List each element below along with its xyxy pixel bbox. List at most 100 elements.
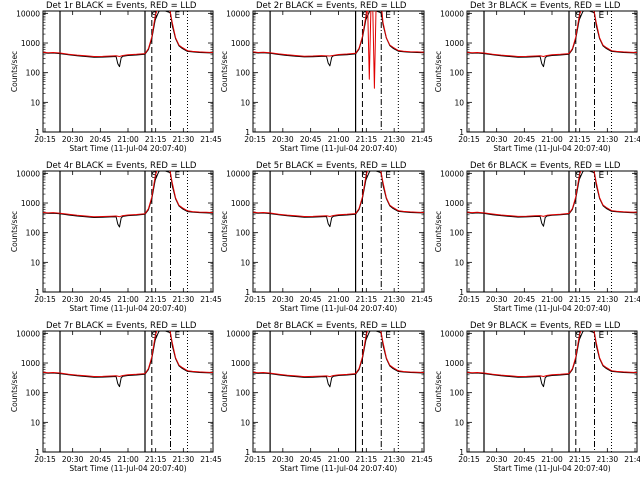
panel-title: Det 8r BLACK = Events, RED = LLD — [256, 321, 407, 331]
y-axis-label: Counts/sec — [10, 371, 19, 412]
y-axis-label: Counts/sec — [434, 211, 443, 252]
x-tick-label: 21:15 — [569, 455, 591, 464]
x-tick-label: 21:45 — [624, 295, 640, 304]
x-tick-label: 20:15 — [34, 135, 56, 144]
x-tick-label: 20:45 — [300, 135, 322, 144]
x-tick-label: 20:30 — [272, 295, 294, 304]
annotation-S: S — [575, 171, 581, 181]
x-tick-label: 20:45 — [514, 455, 536, 464]
y-axis-label: Counts/sec — [220, 371, 229, 412]
x-tick-label: 21:00 — [541, 455, 563, 464]
y-tick-label: 10 — [240, 418, 250, 427]
annotation-S: S — [362, 171, 368, 181]
x-tick-label: 20:15 — [458, 135, 480, 144]
detector-panel: Det 5r BLACK = Events, RED = LLD 20:15 20:… — [220, 161, 433, 313]
annotation-E: E — [598, 331, 604, 341]
detector-panel: Det 3r BLACK = Events, RED = LLD 20:15 20:… — [434, 1, 640, 153]
x-tick-label: 21:45 — [411, 455, 433, 464]
x-tick-label: 20:15 — [34, 455, 56, 464]
series-line-lld — [253, 331, 424, 378]
y-tick-label: 10 — [30, 258, 40, 267]
series-group — [253, 331, 424, 388]
x-tick-label: 20:15 — [458, 455, 480, 464]
x-tick-label: 20:15 — [244, 295, 266, 304]
y-tick-label: 1 — [459, 448, 464, 457]
series-group — [43, 11, 213, 68]
series-line-lld — [253, 11, 424, 89]
series-group — [467, 11, 637, 68]
x-tick-label: 21:30 — [383, 135, 405, 144]
annotation-S: S — [575, 11, 581, 21]
y-tick-label: 10000 — [226, 169, 250, 178]
x-tick-label: 20:45 — [300, 455, 322, 464]
y-tick-label: 1 — [459, 288, 464, 297]
panel-title: Det 1r BLACK = Events, RED = LLD — [46, 1, 197, 11]
x-axis-label: Start Time (11-Jul-04 20:07:40) — [280, 144, 397, 153]
y-tick-label: 1000 — [231, 199, 250, 208]
x-tick-label: 20:30 — [272, 135, 294, 144]
series-line-lld — [467, 171, 637, 217]
x-tick-label: 21:30 — [173, 135, 195, 144]
y-tick-label: 100 — [236, 69, 251, 78]
annotation-E: E — [174, 331, 180, 341]
x-tick-label: 20:45 — [300, 295, 322, 304]
y-tick-label: 10000 — [440, 9, 464, 18]
annotation-E: E — [385, 11, 391, 21]
annotation-S: S — [362, 11, 368, 21]
detector-panel: Det 2r BLACK = Events, RED = LLD 20:15 20:… — [220, 1, 433, 153]
x-axis-label: Start Time (11-Jul-04 20:07:40) — [69, 464, 186, 473]
y-tick-label: 1 — [35, 288, 40, 297]
x-tick-label: 21:00 — [117, 295, 139, 304]
y-tick-label: 100 — [450, 69, 465, 78]
x-axis-label: Start Time (11-Jul-04 20:07:40) — [493, 304, 610, 313]
x-axis-label: Start Time (11-Jul-04 20:07:40) — [493, 464, 610, 473]
annotation-S: S — [362, 331, 368, 341]
series-line-events — [467, 171, 637, 227]
y-tick-label: 10000 — [16, 329, 40, 338]
x-tick-label: 20:15 — [34, 295, 56, 304]
y-tick-label: 1000 — [21, 359, 40, 368]
y-axis-label: Counts/sec — [10, 211, 19, 252]
x-tick-label: 20:45 — [90, 135, 112, 144]
y-tick-label: 100 — [26, 229, 41, 238]
y-axis-label: Counts/sec — [220, 211, 229, 252]
y-axis-label: Counts/sec — [434, 371, 443, 412]
panel-title: Det 5r BLACK = Events, RED = LLD — [256, 161, 407, 171]
annotation-S: S — [151, 171, 157, 181]
series-group — [43, 331, 213, 388]
series-group — [253, 171, 424, 228]
y-tick-label: 100 — [450, 229, 465, 238]
series-line-lld — [467, 331, 637, 377]
x-tick-label: 21:15 — [145, 455, 167, 464]
x-tick-label: 21:30 — [383, 295, 405, 304]
x-tick-label: 21:45 — [200, 455, 222, 464]
x-tick-label: 20:15 — [244, 455, 266, 464]
y-axis-label: Counts/sec — [220, 51, 229, 92]
y-tick-label: 100 — [26, 389, 41, 398]
y-tick-label: 1000 — [21, 39, 40, 48]
y-tick-label: 10 — [454, 258, 464, 267]
y-tick-label: 10000 — [16, 9, 40, 18]
series-group — [467, 331, 637, 388]
y-tick-label: 10 — [240, 258, 250, 267]
x-tick-label: 20:15 — [458, 295, 480, 304]
panel-title: Det 9r BLACK = Events, RED = LLD — [470, 321, 621, 331]
x-tick-label: 21:00 — [117, 455, 139, 464]
x-tick-label: 21:30 — [597, 455, 619, 464]
x-tick-label: 20:45 — [90, 295, 112, 304]
x-tick-label: 21:00 — [541, 135, 563, 144]
panel-title: Det 6r BLACK = Events, RED = LLD — [470, 161, 621, 171]
y-tick-label: 1 — [35, 448, 40, 457]
annotation-S: S — [151, 331, 157, 341]
x-tick-label: 21:00 — [328, 455, 350, 464]
y-tick-label: 10 — [240, 98, 250, 107]
y-tick-label: 1 — [245, 288, 250, 297]
x-axis-label: Start Time (11-Jul-04 20:07:40) — [493, 144, 610, 153]
y-axis-label: Counts/sec — [434, 51, 443, 92]
series-group — [43, 171, 213, 228]
y-tick-label: 1000 — [445, 39, 464, 48]
y-tick-label: 100 — [236, 389, 251, 398]
y-tick-label: 1 — [459, 128, 464, 137]
annotation-E: E — [385, 171, 391, 181]
